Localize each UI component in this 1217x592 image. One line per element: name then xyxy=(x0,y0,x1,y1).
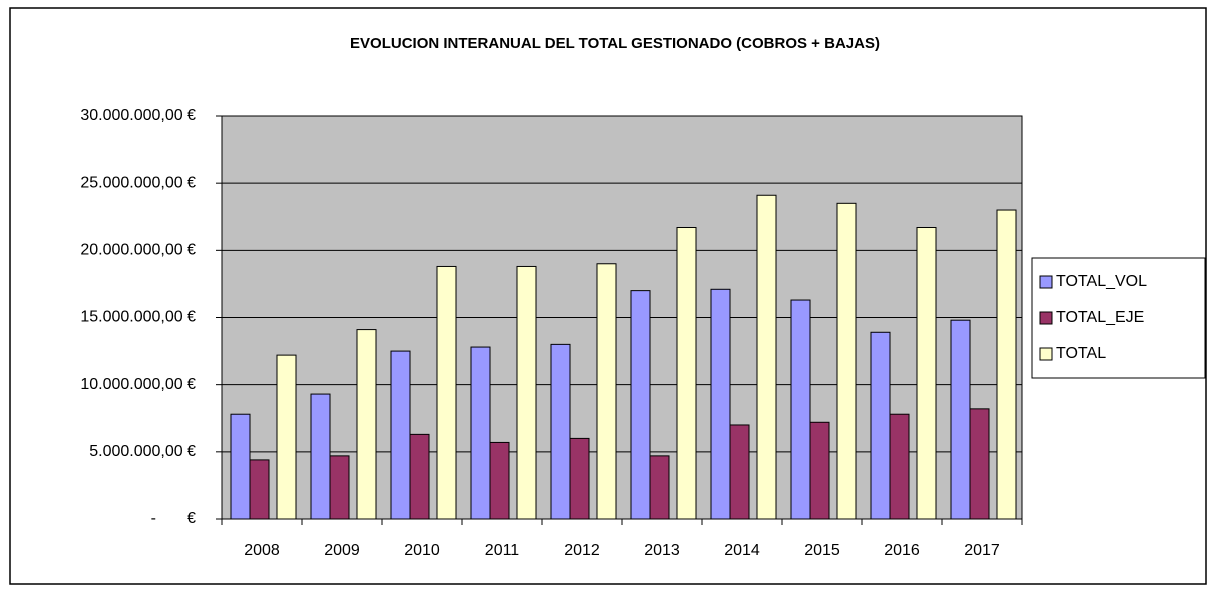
y-tick-label: 25.000.000,00 € xyxy=(80,174,196,191)
bar xyxy=(630,290,651,520)
bar xyxy=(649,455,670,520)
bar xyxy=(276,354,297,520)
bar xyxy=(889,413,910,520)
x-tick-label: 2016 xyxy=(884,542,920,559)
x-tick-label: 2013 xyxy=(644,542,680,559)
bar xyxy=(756,194,777,520)
bar xyxy=(489,441,510,520)
x-tick-label: 2010 xyxy=(404,542,440,559)
bar xyxy=(836,202,857,520)
bar xyxy=(916,226,937,520)
x-tick-label: 2014 xyxy=(724,542,760,559)
x-tick-label: 2012 xyxy=(564,542,600,559)
bar xyxy=(470,346,491,520)
bar xyxy=(436,265,457,520)
x-tick-label: 2017 xyxy=(964,542,1000,559)
bar xyxy=(230,413,251,520)
x-tick-label: 2008 xyxy=(244,542,280,559)
y-tick-label: 10.000.000,00 € xyxy=(80,376,196,393)
y-tick-label: - € xyxy=(151,510,196,527)
y-tick-label: 20.000.000,00 € xyxy=(80,242,196,259)
bar xyxy=(596,263,617,520)
bar xyxy=(569,437,590,520)
chart-title: EVOLUCION INTERANUAL DEL TOTAL GESTIONAD… xyxy=(350,35,880,52)
y-tick-label: 15.000.000,00 € xyxy=(80,309,196,326)
bar xyxy=(550,343,571,520)
legend-swatch xyxy=(1039,275,1053,289)
legend-label: TOTAL_VOL xyxy=(1056,273,1147,290)
legend-label: TOTAL_EJE xyxy=(1056,309,1144,326)
bar xyxy=(356,329,377,520)
y-tick-label: 30.000.000,00 € xyxy=(80,107,196,124)
legend xyxy=(1031,257,1206,379)
x-tick-label: 2015 xyxy=(804,542,840,559)
bar xyxy=(870,331,891,520)
bar xyxy=(390,350,411,520)
bar xyxy=(516,265,537,520)
bar xyxy=(729,424,750,520)
bar xyxy=(329,455,350,520)
bar xyxy=(996,209,1017,520)
x-tick-label: 2009 xyxy=(324,542,360,559)
bar xyxy=(676,226,697,520)
legend-swatch xyxy=(1039,311,1053,325)
bar xyxy=(409,433,430,520)
bar xyxy=(969,408,990,520)
bar xyxy=(710,288,731,520)
legend-label: TOTAL xyxy=(1056,345,1106,362)
y-tick-label: 5.000.000,00 € xyxy=(89,443,196,460)
bar xyxy=(790,299,811,520)
bar xyxy=(249,459,270,520)
bar xyxy=(950,319,971,520)
bar xyxy=(809,421,830,520)
legend-swatch xyxy=(1039,347,1053,361)
x-tick-label: 2011 xyxy=(485,542,520,559)
bar xyxy=(310,393,331,520)
